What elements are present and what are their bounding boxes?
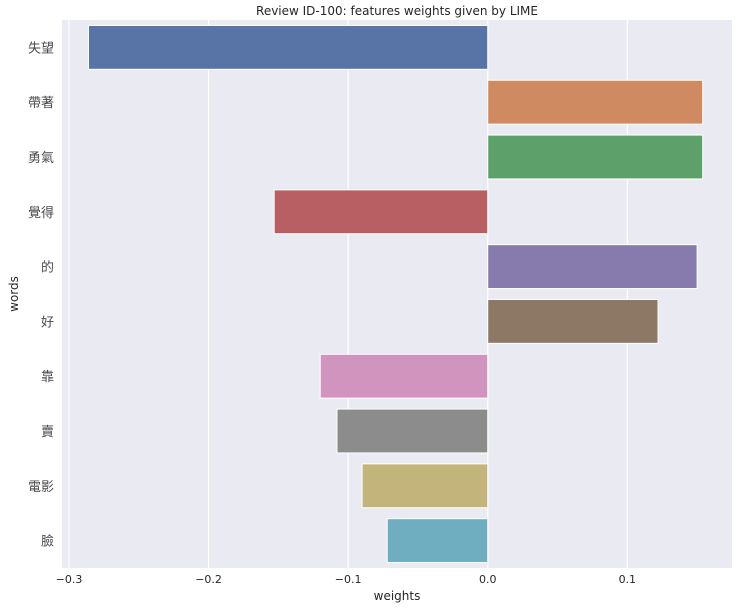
category-label: 靠: [41, 370, 54, 385]
category-label: 賣: [41, 425, 54, 440]
category-label: 勇氣: [28, 151, 54, 166]
category-label: 的: [41, 260, 54, 276]
x-tick-label: −0.2: [195, 573, 222, 586]
category-label: 臉: [41, 535, 54, 550]
bar: [487, 244, 698, 290]
y-axis-label: words: [7, 276, 21, 312]
category-label: 失望: [28, 40, 54, 56]
bar: [336, 408, 489, 454]
bar: [386, 518, 489, 564]
x-tick-label: 0.1: [619, 573, 637, 586]
bar: [487, 298, 659, 344]
bar: [361, 463, 489, 509]
bars: [88, 24, 704, 564]
category-label: 好: [41, 315, 54, 330]
x-tick-label: 0.0: [479, 573, 497, 586]
x-axis-label: weights: [374, 589, 421, 603]
category-label: 電影: [28, 480, 54, 495]
bar: [487, 79, 704, 125]
bar: [273, 189, 489, 235]
bar: [487, 134, 704, 180]
x-ticks: −0.3 −0.2 −0.1 0.0 0.1: [56, 573, 636, 586]
bar: [88, 24, 489, 70]
category-label: 帶著: [28, 96, 54, 111]
x-tick-label: −0.3: [56, 573, 83, 586]
bar: [319, 353, 489, 399]
x-tick-label: −0.1: [335, 573, 362, 586]
category-label: 覺得: [28, 205, 54, 221]
chart-title: Review ID-100: features weights given by…: [256, 4, 538, 18]
